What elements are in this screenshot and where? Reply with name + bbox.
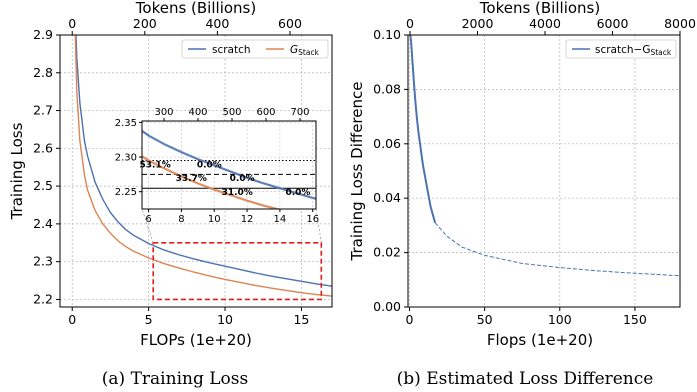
axis-ticks: 0 5 10 15 2.2 2.3 2.4 2.5 2.6 2.7 2.8 2.9 0 200 400 600 [33,16,309,327]
top-x-tick-label: 8000 [664,16,696,31]
x-tick-label: 15 [293,312,309,327]
legend-label-scratch: scratch [212,44,251,56]
inset-top-tick-label: 500 [222,107,241,118]
inset-x-tick-label: 10 [208,214,221,225]
y-tick-label: 2.5 [33,178,53,193]
inset-reference-lines [142,159,316,189]
top-x-tick-label: 0 [406,16,414,31]
observed-difference-line [409,35,437,223]
training-loss-panel: 0 5 10 15 2.2 2.3 2.4 2.5 2.6 2.7 2.8 2.9 0 200 400 600… [8,0,333,389]
scratch-line [75,35,332,287]
y-tick-label: 2.3 [33,254,53,269]
inset-y-tick-label: 2.30 [115,153,137,164]
axis-ticks: 0 50 100 150 0.00 0.02 0.04 0.06 0.08 0.10 0 2000 40… [373,16,696,327]
x-tick-label: 5 [145,312,153,327]
y-tick-label: 2.9 [33,27,53,42]
inset-x-tick-label: 14 [274,214,287,225]
inset-top-tick-label: 600 [256,107,275,118]
y-tick-label: 0.04 [373,190,401,205]
inset-curves [142,129,316,209]
top-axis-label: Tokens (Billions) [479,0,600,17]
plot-frame [59,34,333,308]
y-tick-label: 0.00 [373,299,401,314]
y-axis-label: Training Loss [8,122,26,220]
y-tick-label: 2.4 [33,216,53,231]
inset-scratch-line [142,129,316,200]
x-tick-label: 0 [68,312,76,327]
gstack-line [74,35,332,297]
inset-grid [142,121,316,209]
legend: scratch GStack [181,39,329,59]
inset-annotation: 33.7% [176,174,207,184]
top-axis-label: Tokens (Billions) [135,0,256,17]
inset-annotation: 0.0% [230,174,255,184]
inset-ticks: 6 8 10 12 14 16 2.25 2.30 2.35 300 400 500 600 700 [115,107,319,225]
y-tick-label: 0.02 [373,245,401,260]
legend: scratch−GStack [565,39,677,59]
top-x-tick-label: 600 [278,16,302,31]
inset-gstack-line [142,155,282,209]
x-tick-label: 50 [477,312,493,327]
loss-difference-panel: 0 50 100 150 0.00 0.02 0.04 0.06 0.08 0.10 0 2000 40… [348,0,696,389]
y-axis-label: Training Loss Difference [348,82,366,262]
inset-x-tick-label: 16 [306,214,319,225]
top-x-tick-label: 400 [205,16,229,31]
top-x-tick-label: 4000 [529,16,561,31]
x-tick-label: 10 [217,312,233,327]
legend-label-gstack: GStack [290,44,320,57]
y-tick-label: 0.08 [373,81,401,96]
caption-a: (a) Training Loss [102,369,248,389]
inset-top-tick-label: 700 [290,107,309,118]
legend-label-difference: scratch−GStack [595,44,672,57]
y-tick-label: 2.8 [33,65,53,80]
inset-annotations: 53.1% 0.0% 33.7% 0.0% 31.0% 0.0% [140,160,311,198]
y-tick-label: 0.10 [373,27,401,42]
x-axis-label: FLOPs (1e+20) [140,331,252,349]
x-tick-label: 0 [406,312,414,327]
inset-x-tick-label: 12 [241,214,254,225]
inset-annotation: 0.0% [285,188,310,198]
y-tick-label: 2.2 [33,291,53,306]
inset-connector-line [141,208,154,243]
inset-zoom: 53.1% 0.0% 33.7% 0.0% 31.0% 0.0% 6 8 10 12 14 16 2.… [115,107,319,225]
x-tick-label: 100 [548,312,572,327]
top-x-tick-label: 6000 [597,16,629,31]
estimated-difference-line [434,222,680,277]
inset-top-tick-label: 300 [154,107,173,118]
top-x-tick-label: 200 [133,16,157,31]
caption-b: (b) Estimated Loss Difference [397,369,654,389]
inset-y-tick-label: 2.25 [115,187,137,198]
inset-y-tick-label: 2.35 [115,118,137,129]
loss-curves [74,35,332,297]
inset-annotation: 53.1% [140,160,171,170]
inset-annotation: 0.0% [197,160,222,170]
x-tick-label: 150 [623,312,647,327]
difference-curve [409,35,680,277]
inset-connector-line [315,208,322,243]
inset-x-tick-label: 6 [145,214,151,225]
y-tick-label: 2.7 [33,103,53,118]
inset-frame [141,120,317,210]
inset-top-tick-label: 400 [188,107,207,118]
inset-x-tick-label: 8 [178,214,184,225]
zoom-highlight-box [152,241,323,301]
y-tick-label: 2.6 [33,140,53,155]
top-x-tick-label: 2000 [462,16,494,31]
y-tick-label: 0.06 [373,136,401,151]
plot-frame [407,34,681,308]
top-x-tick-label: 0 [68,16,76,31]
inset-annotation: 31.0% [222,188,253,198]
x-axis-label: Flops (1e+20) [487,331,593,349]
